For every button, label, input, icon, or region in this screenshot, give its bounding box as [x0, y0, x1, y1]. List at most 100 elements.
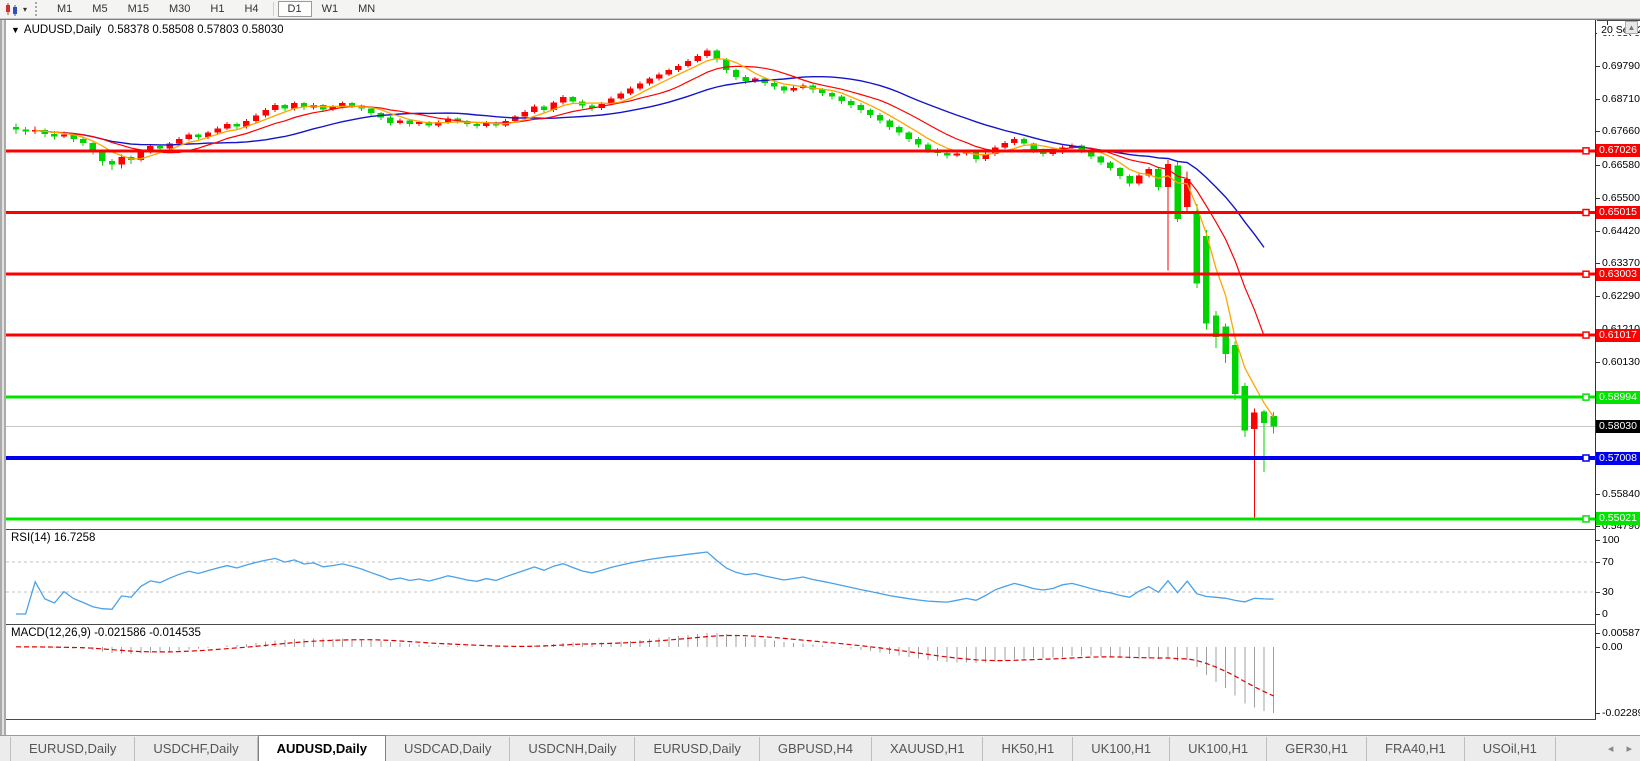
- price-tick-mark: [1596, 362, 1600, 364]
- candle-body: [1260, 411, 1268, 423]
- chart-tab-fra40-h1[interactable]: FRA40,H1: [1367, 737, 1465, 761]
- chart-tab-xauusd-h1[interactable]: XAUUSD,H1: [872, 737, 984, 761]
- chart-tab-hk50-h1[interactable]: HK50,H1: [983, 737, 1074, 761]
- candle-body: [1116, 168, 1124, 177]
- candle-body: [1049, 152, 1056, 155]
- level-line-handle[interactable]: [1582, 393, 1590, 401]
- candle-body: [905, 132, 912, 139]
- level-line-handle[interactable]: [1582, 208, 1590, 217]
- chevron-down-icon[interactable]: ▾: [23, 4, 28, 14]
- level-line-handle[interactable]: [1582, 515, 1590, 523]
- macd-pane: MACD(12,26,9) -0.021586 -0.014535: [6, 625, 1596, 719]
- candle-body: [1001, 143, 1008, 148]
- candle-body: [22, 129, 29, 132]
- level-price-badge: 0.58994: [1596, 390, 1640, 404]
- candle-body: [1203, 235, 1210, 324]
- level-line-handle[interactable]: [1582, 331, 1590, 339]
- candle-body: [828, 92, 836, 97]
- macd-signal-line: [15, 634, 1274, 697]
- rsi-line: [16, 551, 1274, 615]
- timeframe-buttons: M1 M5 M15 M30 H1 H4 D1 W1 MN: [47, 1, 385, 17]
- chart-tab-usdcnh-daily[interactable]: USDCNH,Daily: [510, 737, 636, 761]
- tab-scroll-left-icon[interactable]: ◂: [1607, 743, 1614, 755]
- candle-body: [704, 50, 711, 56]
- level-line-handle[interactable]: [1582, 454, 1590, 462]
- candle-body: [838, 96, 845, 101]
- window-splitter[interactable]: [0, 20, 6, 735]
- candle-body: [944, 152, 951, 156]
- candle-body: [684, 60, 692, 66]
- candle-body: [819, 89, 826, 93]
- chart-tab-usdchf-daily[interactable]: USDCHF,Daily: [135, 737, 258, 761]
- pane-separator[interactable]: [6, 529, 1596, 530]
- price-tick-mark: [1596, 526, 1600, 527]
- chart-ohlc-values: 0.58378 0.58508 0.57803 0.58030: [107, 24, 284, 36]
- price-tick-mark: [1596, 230, 1600, 232]
- candle-body: [1212, 315, 1220, 338]
- chart-style-button[interactable]: ▾: [0, 0, 31, 18]
- toolbar-grip[interactable]: [35, 2, 41, 16]
- chart-tab-uk100-h1[interactable]: UK100,H1: [1073, 737, 1171, 761]
- candle-body: [1222, 326, 1229, 355]
- timeframe-button-m30[interactable]: M30: [168, 3, 191, 15]
- timeframe-button-m15[interactable]: M15: [127, 3, 149, 15]
- timeframe-button-d1[interactable]: D1: [277, 1, 312, 17]
- chart-tab-audusd-daily[interactable]: AUDUSD,Daily: [257, 735, 386, 761]
- chart-tab-usoil-h1[interactable]: USOil,H1: [1465, 737, 1556, 761]
- chart-scroll-up-button[interactable]: ▲: [1625, 21, 1638, 34]
- level-line-handle[interactable]: [1582, 147, 1590, 155]
- current-price-badge: 0.58030: [1596, 420, 1640, 434]
- price-tick-label: 0.69790: [1602, 60, 1640, 73]
- candle-body: [406, 120, 413, 125]
- candle-body: [1011, 138, 1018, 144]
- candle-body: [636, 83, 644, 89]
- candle-body: [694, 55, 701, 61]
- level-price-badge: 0.67026: [1596, 144, 1640, 158]
- candle-body: [368, 108, 375, 114]
- macd-tick-label: 0.00: [1602, 640, 1623, 653]
- chart-tab-usdcad-daily[interactable]: USDCAD,Daily: [386, 737, 511, 761]
- timeframe-button-m1[interactable]: M1: [57, 3, 73, 15]
- candle-body: [665, 70, 672, 75]
- level-price-badge: 0.57008: [1596, 451, 1640, 465]
- candle-body: [1078, 145, 1085, 151]
- candle-body: [1097, 156, 1104, 163]
- chart-tab-ger30-h1[interactable]: GER30,H1: [1267, 737, 1368, 761]
- candle-body: [80, 138, 87, 144]
- chart-tab-eurusd-daily[interactable]: EURUSD,Daily: [635, 737, 760, 761]
- level-line-handle[interactable]: [1582, 270, 1590, 278]
- price-pane: ▼ AUDUSD,Daily 0.58378 0.58508 0.57803 0.…: [6, 20, 1596, 529]
- pane-separator[interactable]: [6, 719, 1596, 720]
- macd-tick-label: 0.005873: [1602, 627, 1640, 639]
- chart-tab-uk100-h1[interactable]: UK100,H1: [1170, 737, 1268, 761]
- rsi-tick-label: 100: [1602, 534, 1620, 546]
- candle-body: [329, 106, 336, 110]
- candle-body: [531, 106, 538, 112]
- candle-body: [924, 144, 932, 150]
- chart-tab-gbpusd-h4[interactable]: GBPUSD,H4: [760, 737, 873, 761]
- tab-scroll-right-icon[interactable]: ▸: [1626, 743, 1632, 755]
- candle-body: [300, 103, 308, 108]
- price-tick-label: 0.60130: [1602, 356, 1640, 369]
- candle-body: [1030, 143, 1037, 151]
- candle-body: [780, 86, 788, 91]
- collapse-ohlc-icon[interactable]: ▼: [11, 25, 20, 35]
- timeframe-button-h1[interactable]: H1: [210, 3, 225, 15]
- chart-tab-eurusd-daily[interactable]: EURUSD,Daily: [10, 737, 136, 761]
- candle-body: [627, 88, 634, 94]
- timeframe-button-m5[interactable]: M5: [92, 3, 108, 15]
- candle-body: [1020, 138, 1028, 144]
- price-tick-label: 0.65500: [1602, 191, 1640, 204]
- price-tick-mark: [1596, 131, 1600, 133]
- pane-separator[interactable]: [6, 624, 1596, 625]
- candle-body: [723, 59, 730, 71]
- level-price-badge: 0.61017: [1596, 328, 1640, 342]
- timeframe-button-h4[interactable]: H4: [244, 3, 259, 15]
- price-chart-canvas: [6, 48, 1595, 523]
- macd-canvas: [15, 633, 1275, 713]
- candle-body: [1193, 211, 1200, 284]
- timeframe-button-w1[interactable]: W1: [321, 3, 339, 15]
- timeframe-button-mn[interactable]: MN: [358, 3, 376, 15]
- candle-body: [137, 151, 144, 160]
- ma-slow-line: [35, 76, 1265, 248]
